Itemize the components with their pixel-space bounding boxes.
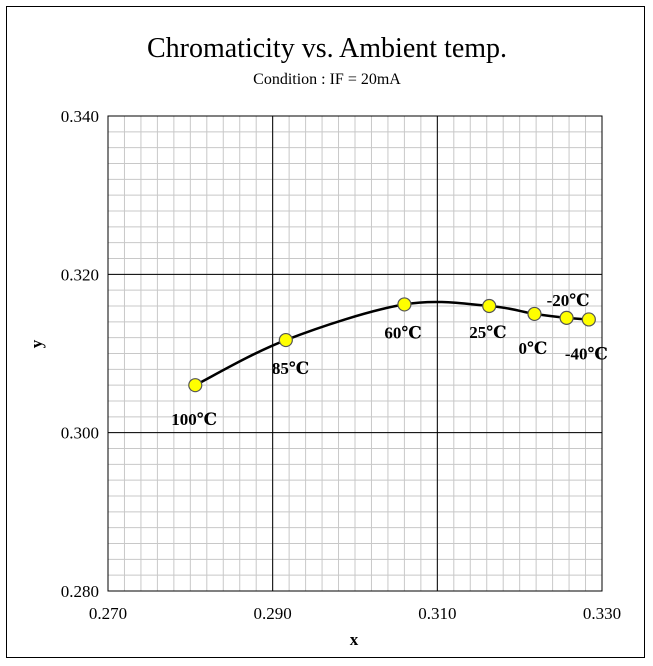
data-point-label: 100℃ bbox=[171, 410, 217, 429]
x-axis-ticks: 0.270 0.290 0.310 0.330 bbox=[89, 604, 621, 623]
data-point-label: 0℃ bbox=[518, 339, 547, 358]
data-point bbox=[527, 306, 542, 322]
data-point bbox=[482, 298, 497, 314]
data-point-label: 60℃ bbox=[384, 323, 421, 342]
y-axis-ticks: 0.280 0.300 0.320 0.340 bbox=[61, 107, 99, 601]
y-tick-label: 0.280 bbox=[61, 582, 99, 601]
chart-title: Chromaticity vs. Ambient temp. bbox=[147, 33, 507, 64]
data-point-label: 25℃ bbox=[469, 323, 506, 342]
data-labels: 100℃ 85℃ 60℃ 25℃ 0℃ -20℃ -40℃ bbox=[171, 291, 608, 429]
x-tick-label: 0.310 bbox=[418, 604, 456, 623]
major-gridlines bbox=[108, 116, 602, 591]
y-tick-label: 0.300 bbox=[61, 424, 99, 443]
x-tick-label: 0.270 bbox=[89, 604, 127, 623]
chart-svg: Chromaticity vs. Ambient temp. Condition… bbox=[27, 33, 621, 649]
x-tick-label: 0.290 bbox=[254, 604, 292, 623]
data-point bbox=[581, 312, 596, 327]
y-axis-label: y bbox=[27, 339, 46, 348]
data-point bbox=[188, 378, 203, 393]
x-tick-label: 0.330 bbox=[583, 604, 621, 623]
data-point bbox=[397, 297, 412, 312]
data-point bbox=[559, 310, 574, 325]
plot-area bbox=[107, 115, 603, 592]
x-axis-label: x bbox=[350, 630, 359, 649]
data-points bbox=[188, 297, 596, 393]
y-tick-label: 0.320 bbox=[61, 265, 99, 284]
data-point-label: -20℃ bbox=[547, 291, 590, 310]
chart-frame: Chromaticity vs. Ambient temp. Condition… bbox=[6, 6, 645, 658]
data-point-label: -40℃ bbox=[565, 344, 608, 363]
y-tick-label: 0.340 bbox=[61, 107, 99, 126]
data-point-label: 85℃ bbox=[272, 359, 309, 378]
chart-subtitle: Condition : IF = 20mA bbox=[253, 71, 401, 88]
data-point bbox=[278, 332, 293, 348]
